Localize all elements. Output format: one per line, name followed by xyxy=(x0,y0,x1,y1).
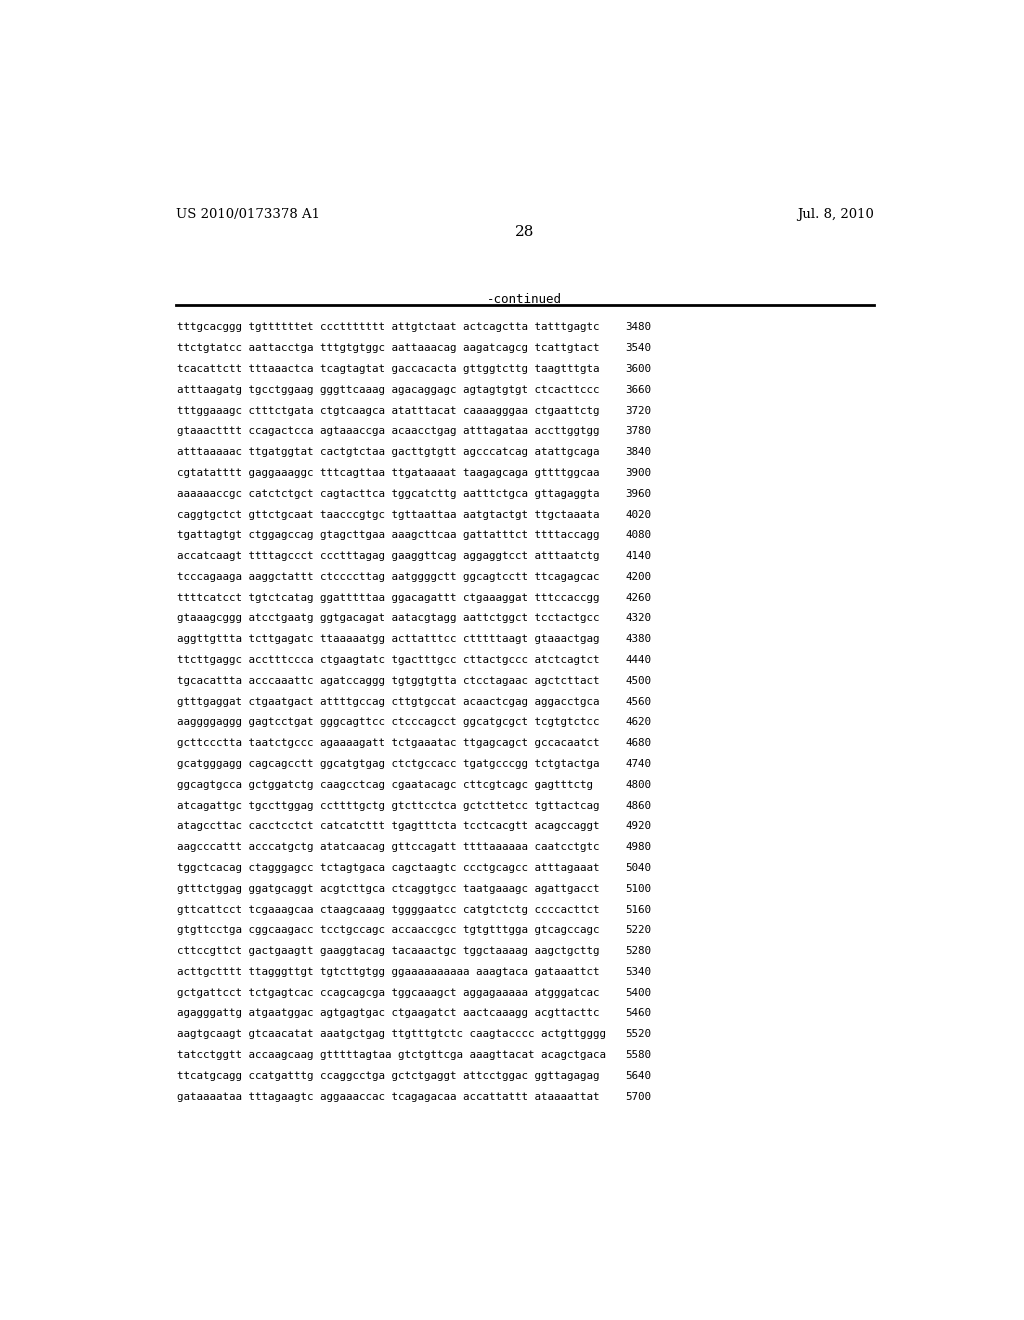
Text: 4140: 4140 xyxy=(626,552,651,561)
Text: 4860: 4860 xyxy=(626,800,651,810)
Text: tttggaaagc ctttctgata ctgtcaagca atatttacat caaaagggaa ctgaattctg: tttggaaagc ctttctgata ctgtcaagca atattta… xyxy=(177,405,599,416)
Text: 3900: 3900 xyxy=(626,469,651,478)
Text: 4200: 4200 xyxy=(626,572,651,582)
Text: 5640: 5640 xyxy=(626,1071,651,1081)
Text: gataaaataa tttagaagtc aggaaaccac tcagagacaa accattattt ataaaattat: gataaaataa tttagaagtc aggaaaccac tcagaga… xyxy=(177,1092,599,1102)
Text: tatcctggtt accaagcaag gtttttagtaa gtctgttcga aaagttacat acagctgaca: tatcctggtt accaagcaag gtttttagtaa gtctgt… xyxy=(177,1051,606,1060)
Text: 4740: 4740 xyxy=(626,759,651,770)
Text: 5220: 5220 xyxy=(626,925,651,936)
Text: gtgttcctga cggcaagacc tcctgccagc accaaccgcc tgtgtttgga gtcagccagc: gtgttcctga cggcaagacc tcctgccagc accaacc… xyxy=(177,925,599,936)
Text: 4500: 4500 xyxy=(626,676,651,686)
Text: aaggggaggg gagtcctgat gggcagttcc ctcccagcct ggcatgcgct tcgtgtctcc: aaggggaggg gagtcctgat gggcagttcc ctcccag… xyxy=(177,718,599,727)
Text: 3660: 3660 xyxy=(626,385,651,395)
Text: 5160: 5160 xyxy=(626,904,651,915)
Text: 3780: 3780 xyxy=(626,426,651,437)
Text: -continued: -continued xyxy=(487,293,562,306)
Text: aagcccattt acccatgctg atatcaacag gttccagatt ttttaaaaaa caatcctgtc: aagcccattt acccatgctg atatcaacag gttccag… xyxy=(177,842,599,853)
Text: aaaaaaccgc catctctgct cagtacttca tggcatcttg aatttctgca gttagaggta: aaaaaaccgc catctctgct cagtacttca tggcatc… xyxy=(177,488,599,499)
Text: ttttcatcct tgtctcatag ggatttttaa ggacagattt ctgaaaggat tttccaccgg: ttttcatcct tgtctcatag ggatttttaa ggacaga… xyxy=(177,593,599,603)
Text: caggtgctct gttctgcaat taacccgtgc tgttaattaa aatgtactgt ttgctaaata: caggtgctct gttctgcaat taacccgtgc tgttaat… xyxy=(177,510,599,520)
Text: 5520: 5520 xyxy=(626,1030,651,1039)
Text: ttctgtatcc aattacctga tttgtgtggc aattaaacag aagatcagcg tcattgtact: ttctgtatcc aattacctga tttgtgtggc aattaaa… xyxy=(177,343,599,354)
Text: 4560: 4560 xyxy=(626,697,651,706)
Text: 4380: 4380 xyxy=(626,635,651,644)
Text: 4440: 4440 xyxy=(626,655,651,665)
Text: 5400: 5400 xyxy=(626,987,651,998)
Text: 3960: 3960 xyxy=(626,488,651,499)
Text: 4920: 4920 xyxy=(626,821,651,832)
Text: 3720: 3720 xyxy=(626,405,651,416)
Text: gtttctggag ggatgcaggt acgtcttgca ctcaggtgcc taatgaaagc agattgacct: gtttctggag ggatgcaggt acgtcttgca ctcaggt… xyxy=(177,884,599,894)
Text: gtttgaggat ctgaatgact attttgccag cttgtgccat acaactcgag aggacctgca: gtttgaggat ctgaatgact attttgccag cttgtgc… xyxy=(177,697,599,706)
Text: accatcaagt ttttagccct ccctttagag gaaggttcag aggaggtcct atttaatctg: accatcaagt ttttagccct ccctttagag gaaggtt… xyxy=(177,552,599,561)
Text: 5580: 5580 xyxy=(626,1051,651,1060)
Text: 5100: 5100 xyxy=(626,884,651,894)
Text: ggcagtgcca gctggatctg caagcctcag cgaatacagc cttcgtcagc gagtttctg: ggcagtgcca gctggatctg caagcctcag cgaatac… xyxy=(177,780,593,789)
Text: 4980: 4980 xyxy=(626,842,651,853)
Text: atcagattgc tgccttggag ccttttgctg gtcttcctca gctcttetcc tgttactcag: atcagattgc tgccttggag ccttttgctg gtcttcc… xyxy=(177,800,599,810)
Text: acttgctttt ttagggttgt tgtcttgtgg ggaaaaaaaaaa aaagtaca gataaattct: acttgctttt ttagggttgt tgtcttgtgg ggaaaaa… xyxy=(177,966,599,977)
Text: 4260: 4260 xyxy=(626,593,651,603)
Text: aggttgttta tcttgagatc ttaaaaatgg acttatttcc ctttttaagt gtaaactgag: aggttgttta tcttgagatc ttaaaaatgg acttatt… xyxy=(177,635,599,644)
Text: tgattagtgt ctggagccag gtagcttgaa aaagcttcaa gattatttct ttttaccagg: tgattagtgt ctggagccag gtagcttgaa aaagctt… xyxy=(177,531,599,540)
Text: 28: 28 xyxy=(515,226,535,239)
Text: 5340: 5340 xyxy=(626,966,651,977)
Text: 4080: 4080 xyxy=(626,531,651,540)
Text: 4620: 4620 xyxy=(626,718,651,727)
Text: 3480: 3480 xyxy=(626,322,651,333)
Text: US 2010/0173378 A1: US 2010/0173378 A1 xyxy=(176,209,321,222)
Text: 5700: 5700 xyxy=(626,1092,651,1102)
Text: gctgattcct tctgagtcac ccagcagcga tggcaaagct aggagaaaaa atgggatcac: gctgattcct tctgagtcac ccagcagcga tggcaaa… xyxy=(177,987,599,998)
Text: tggctcacag ctagggagcc tctagtgaca cagctaagtc ccctgcagcc atttagaaat: tggctcacag ctagggagcc tctagtgaca cagctaa… xyxy=(177,863,599,873)
Text: 4800: 4800 xyxy=(626,780,651,789)
Text: 3840: 3840 xyxy=(626,447,651,457)
Text: atttaagatg tgcctggaag gggttcaaag agacaggagc agtagtgtgt ctcacttccc: atttaagatg tgcctggaag gggttcaaag agacagg… xyxy=(177,385,599,395)
Text: ttcatgcagg ccatgatttg ccaggcctga gctctgaggt attcctggac ggttagagag: ttcatgcagg ccatgatttg ccaggcctga gctctga… xyxy=(177,1071,599,1081)
Text: gttcattcct tcgaaagcaa ctaagcaaag tggggaatcc catgtctctg ccccacttct: gttcattcct tcgaaagcaa ctaagcaaag tggggaa… xyxy=(177,904,599,915)
Text: 5460: 5460 xyxy=(626,1008,651,1019)
Text: tcccagaaga aaggctattt ctccccttag aatggggctt ggcagtcctt ttcagagcac: tcccagaaga aaggctattt ctccccttag aatgggg… xyxy=(177,572,599,582)
Text: tcacattctt tttaaactca tcagtagtat gaccacacta gttggtcttg taagtttgta: tcacattctt tttaaactca tcagtagtat gaccaca… xyxy=(177,364,599,374)
Text: gtaaagcggg atcctgaatg ggtgacagat aatacgtagg aattctggct tcctactgcc: gtaaagcggg atcctgaatg ggtgacagat aatacgt… xyxy=(177,614,599,623)
Text: atagccttac cacctcctct catcatcttt tgagtttcta tcctcacgtt acagccaggt: atagccttac cacctcctct catcatcttt tgagttt… xyxy=(177,821,599,832)
Text: 5280: 5280 xyxy=(626,946,651,956)
Text: 5040: 5040 xyxy=(626,863,651,873)
Text: atttaaaaac ttgatggtat cactgtctaa gacttgtgtt agcccatcag atattgcaga: atttaaaaac ttgatggtat cactgtctaa gacttgt… xyxy=(177,447,599,457)
Text: gcatgggagg cagcagcctt ggcatgtgag ctctgccacc tgatgcccgg tctgtactga: gcatgggagg cagcagcctt ggcatgtgag ctctgcc… xyxy=(177,759,599,770)
Text: agagggattg atgaatggac agtgagtgac ctgaagatct aactcaaagg acgttacttc: agagggattg atgaatggac agtgagtgac ctgaaga… xyxy=(177,1008,599,1019)
Text: 4320: 4320 xyxy=(626,614,651,623)
Text: 4020: 4020 xyxy=(626,510,651,520)
Text: tgcacattta acccaaattc agatccaggg tgtggtgtta ctcctagaac agctcttact: tgcacattta acccaaattc agatccaggg tgtggtg… xyxy=(177,676,599,686)
Text: aagtgcaagt gtcaacatat aaatgctgag ttgtttgtctc caagtacccc actgttgggg: aagtgcaagt gtcaacatat aaatgctgag ttgtttg… xyxy=(177,1030,606,1039)
Text: 4680: 4680 xyxy=(626,738,651,748)
Text: gtaaactttt ccagactcca agtaaaccga acaacctgag atttagataa accttggtgg: gtaaactttt ccagactcca agtaaaccga acaacct… xyxy=(177,426,599,437)
Text: cttccgttct gactgaagtt gaaggtacag tacaaactgc tggctaaaag aagctgcttg: cttccgttct gactgaagtt gaaggtacag tacaaac… xyxy=(177,946,599,956)
Text: gcttccctta taatctgccc agaaaagatt tctgaaatac ttgagcagct gccacaatct: gcttccctta taatctgccc agaaaagatt tctgaaa… xyxy=(177,738,599,748)
Text: cgtatatttt gaggaaaggc tttcagttaa ttgataaaat taagagcaga gttttggcaa: cgtatatttt gaggaaaggc tttcagttaa ttgataa… xyxy=(177,469,599,478)
Text: ttcttgaggc acctttccca ctgaagtatc tgactttgcc cttactgccc atctcagtct: ttcttgaggc acctttccca ctgaagtatc tgacttt… xyxy=(177,655,599,665)
Text: tttgcacggg tgttttttet cccttttttt attgtctaat actcagctta tatttgagtc: tttgcacggg tgttttttet cccttttttt attgtct… xyxy=(177,322,599,333)
Text: 3540: 3540 xyxy=(626,343,651,354)
Text: Jul. 8, 2010: Jul. 8, 2010 xyxy=(797,209,873,222)
Text: 3600: 3600 xyxy=(626,364,651,374)
